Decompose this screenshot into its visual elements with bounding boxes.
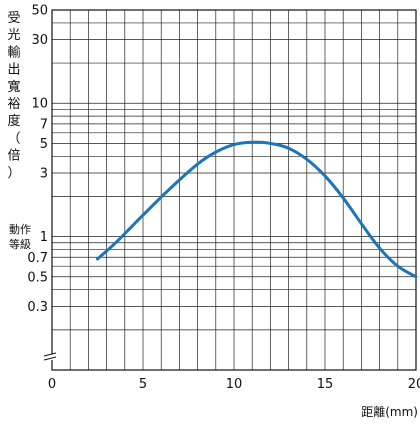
y-axis-label-char: 出 xyxy=(7,63,20,78)
grid xyxy=(52,9,416,370)
x-tick-label: 15 xyxy=(317,377,334,392)
y-tick-label: 0.5 xyxy=(27,270,48,285)
y-axis-label-char: （ xyxy=(7,131,20,146)
x-axis-label: 距離(mm) xyxy=(361,405,418,419)
x-tick-labels: 0 5 10 15 20 xyxy=(48,377,420,392)
x-tick-label: 20 xyxy=(408,377,420,392)
axis-break-stroke xyxy=(43,356,57,361)
y-axis-label-char: ） xyxy=(7,166,20,181)
x-tick-label: 10 xyxy=(226,377,243,392)
axis-break-gap xyxy=(44,354,58,360)
y-tick-label: 5 xyxy=(40,137,48,152)
y-axis-label-char: 裕 xyxy=(7,97,20,112)
y-tick-labels: 50 30 10 7 5 3 1 0.7 0.5 0.3 xyxy=(27,4,48,315)
operating-level-label-line: 等級 xyxy=(9,237,31,251)
x-tick-label: 5 xyxy=(139,377,147,392)
y-axis-label-char: 倍 xyxy=(7,149,20,164)
y-tick-label: 7 xyxy=(40,117,48,132)
y-tick-label: 30 xyxy=(31,33,48,48)
y-tick-label: 1 xyxy=(40,230,48,245)
y-tick-label: 50 xyxy=(31,4,48,19)
plot-frame xyxy=(51,9,417,371)
y-axis-label-char: 受 xyxy=(7,11,20,26)
y-tick-label: 0.7 xyxy=(27,251,48,266)
y-axis-label-char: 度 xyxy=(7,113,20,129)
y-tick-label: 10 xyxy=(31,97,48,112)
operating-level-label-line: 動作 xyxy=(9,222,31,236)
y-axis-label-char: 輸 xyxy=(7,45,20,60)
y-tick-label: 3 xyxy=(40,166,48,181)
y-tick-label: 0.3 xyxy=(27,300,48,315)
y-axis-label-char: 寬 xyxy=(7,79,20,95)
series-line xyxy=(96,140,418,279)
x-tick-label: 0 xyxy=(48,377,56,392)
axis-break-mark xyxy=(43,352,58,361)
axis-break-stroke xyxy=(43,352,57,357)
y-axis-label-char: 光 xyxy=(7,28,20,43)
